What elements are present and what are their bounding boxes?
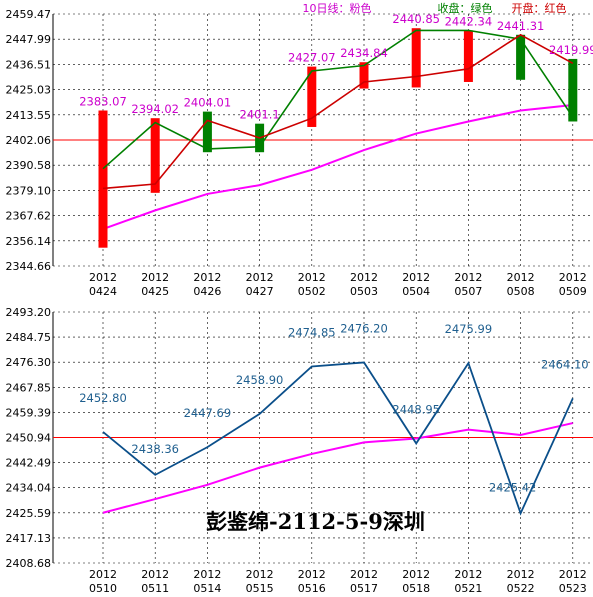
- bottom-data-label: 2452.80: [79, 391, 127, 405]
- top-candlestick-panel: 2459.47 2447.99 2436.51 2425.03 2413.55 2402.…: [6, 1, 593, 298]
- top-data-label: 2441.31: [497, 19, 545, 33]
- bottom-y-tick-label: 2417.13: [6, 532, 52, 545]
- bottom-x-tick-year: 2012: [246, 568, 274, 581]
- top-x-tick-year: 2012: [298, 271, 326, 284]
- top-x-tick-date: 0508: [507, 285, 535, 298]
- top-x-tick-year: 2012: [193, 271, 221, 284]
- top-y-tick-label: 2402.06: [6, 134, 52, 147]
- bottom-x-tick-date: 0510: [89, 582, 117, 593]
- top-x-tick-date: 0426: [193, 285, 221, 298]
- top-x-tick-year: 2012: [559, 271, 587, 284]
- bottom-line-panel: 2493.20 2484.75 2476.30 2467.85 2459.39 2450.…: [6, 306, 593, 593]
- bottom-y-tick-label: 2484.75: [6, 331, 52, 344]
- top-x-tick-year: 2012: [89, 271, 117, 284]
- bottom-x-tick-year: 2012: [89, 568, 117, 581]
- bottom-data-label: 2458.90: [236, 373, 284, 387]
- top-x-tick-date: 0502: [298, 285, 326, 298]
- bottom-data-label: 2448.95: [392, 402, 440, 416]
- bottom-x-tick-date: 0517: [350, 582, 378, 593]
- top-y-tick-label: 2356.14: [6, 235, 52, 248]
- bottom-data-label: 2438.36: [131, 442, 179, 456]
- bottom-x-tick-year: 2012: [454, 568, 482, 581]
- legend-entry-close: 收盘：绿色: [438, 1, 493, 15]
- bottom-x-tick-date: 0522: [507, 582, 535, 593]
- bottom-y-tick-label: 2408.68: [6, 557, 52, 570]
- top-data-label: 2442.34: [445, 14, 493, 28]
- bottom-x-tick-year: 2012: [507, 568, 535, 581]
- top-y-tick-label: 2436.51: [6, 58, 52, 71]
- top-x-tick-year: 2012: [141, 271, 169, 284]
- bottom-ma-line: [103, 423, 573, 513]
- bottom-x-tick-date: 0523: [559, 582, 587, 593]
- candle-body: [203, 112, 212, 153]
- bottom-data-label: 2447.69: [184, 406, 232, 420]
- top-data-label: 2440.85: [392, 12, 440, 26]
- bottom-x-tick-date: 0516: [298, 582, 326, 593]
- legend-entry-open: 开盘：红色: [512, 1, 567, 15]
- candle-body: [412, 28, 421, 87]
- bottom-x-tick-year: 2012: [350, 568, 378, 581]
- bottom-y-tick-label: 2476.30: [6, 356, 52, 369]
- bottom-x-tick-year: 2012: [298, 568, 326, 581]
- bottom-x-tick-date: 0515: [246, 582, 274, 593]
- top-data-label: 2401.1: [239, 108, 279, 122]
- bottom-y-tick-label: 2442.49: [6, 457, 52, 470]
- bottom-x-tick-year: 2012: [559, 568, 587, 581]
- top-y-tick-label: 2447.99: [6, 33, 52, 46]
- bottom-x-tick-year: 2012: [402, 568, 430, 581]
- top-x-tick-date: 0503: [350, 285, 378, 298]
- bottom-y-tick-label: 2434.04: [6, 482, 52, 495]
- top-x-tick-year: 2012: [454, 271, 482, 284]
- top-y-tick-label: 2344.66: [6, 260, 52, 273]
- candle-body: [516, 35, 525, 80]
- bottom-data-label: 2475.99: [445, 322, 493, 336]
- bottom-x-tick-year: 2012: [141, 568, 169, 581]
- bottom-data-label: 2476.20: [340, 321, 388, 335]
- candle-body: [151, 118, 160, 193]
- top-data-label: 2419.99: [549, 43, 593, 57]
- top-x-tick-date: 0427: [246, 285, 274, 298]
- top-data-label: 2383.07: [79, 95, 127, 109]
- top-x-tick-year: 2012: [350, 271, 378, 284]
- bottom-x-tick-date: 0521: [454, 582, 482, 593]
- top-x-tick-date: 0425: [141, 285, 169, 298]
- candle-body: [99, 111, 108, 248]
- bottom-y-tick-label: 2467.85: [6, 381, 52, 394]
- top-x-tick-year: 2012: [402, 271, 430, 284]
- bottom-x-tick-date: 0518: [402, 582, 430, 593]
- top-y-tick-label: 2367.62: [6, 210, 52, 223]
- bottom-data-label: 2425.42: [489, 480, 537, 494]
- watermark-text: 彭鉴绵-2112-5-9深圳: [206, 509, 425, 534]
- top-data-label: 2434.84: [340, 46, 388, 60]
- top-y-tick-label: 2390.58: [6, 159, 52, 172]
- top-x-tick-date: 0424: [89, 285, 117, 298]
- top-y-tick-label: 2425.03: [6, 84, 52, 97]
- bottom-y-tick-label: 2459.39: [6, 406, 52, 419]
- bottom-x-tick-date: 0511: [141, 582, 169, 593]
- top-y-tick-label: 2379.10: [6, 184, 52, 197]
- legend-entry-ma: 10日线：粉色: [303, 1, 372, 15]
- bottom-data-label: 2464.10: [541, 357, 589, 371]
- bottom-y-tick-label: 2450.94: [6, 432, 52, 445]
- candle-body: [464, 30, 473, 82]
- top-x-tick-year: 2012: [507, 271, 535, 284]
- bottom-y-tick-label: 2425.59: [6, 507, 52, 520]
- top-data-label: 2394.02: [131, 102, 179, 116]
- top-ma-line: [103, 105, 573, 229]
- top-y-tick-label: 2459.47: [6, 8, 52, 21]
- bottom-x-tick-date: 0514: [193, 582, 221, 593]
- bottom-x-tick-year: 2012: [193, 568, 221, 581]
- top-y-tick-label: 2413.55: [6, 109, 52, 122]
- bottom-data-label: 2474.85: [288, 325, 336, 339]
- top-data-label: 2427.07: [288, 51, 336, 65]
- top-data-label: 2404.01: [184, 96, 232, 110]
- top-x-tick-date: 0509: [559, 285, 587, 298]
- bottom-y-tick-label: 2493.20: [6, 306, 52, 319]
- top-x-tick-date: 0504: [402, 285, 430, 298]
- top-x-tick-date: 0507: [454, 285, 482, 298]
- top-x-tick-year: 2012: [246, 271, 274, 284]
